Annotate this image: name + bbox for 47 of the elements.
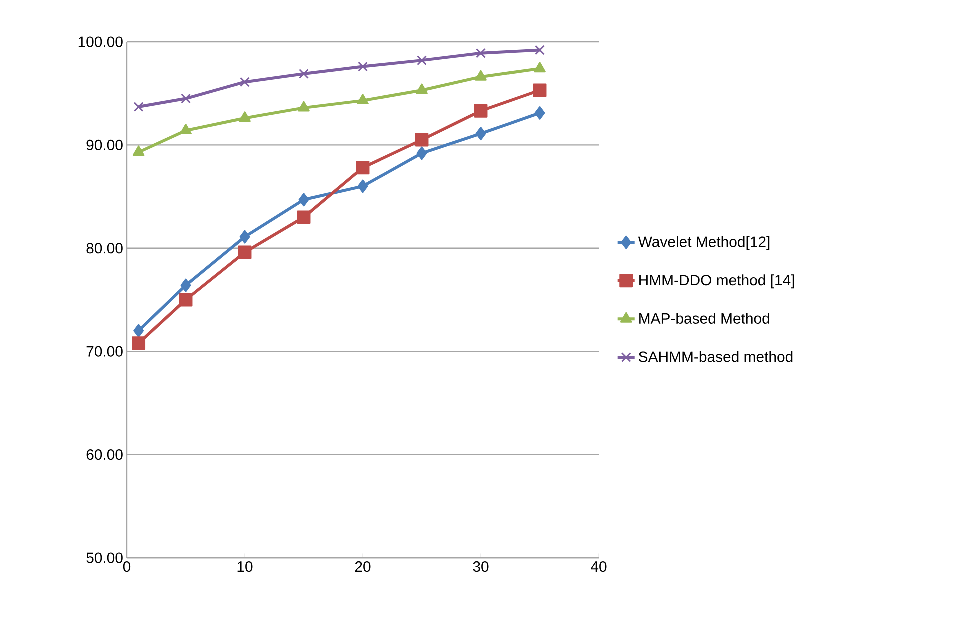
point [475,70,487,81]
point [134,324,144,338]
x-tick-label: 20 [355,562,371,572]
point [181,94,191,104]
point [299,69,309,79]
x-tick-label: 40 [591,562,607,572]
point [476,127,486,141]
point [416,84,428,94]
point [358,180,368,194]
point [297,210,311,224]
point [180,278,192,292]
point [238,246,252,260]
point [417,56,427,66]
y-tick-label: 50.00 [86,552,123,564]
legend-label: Wavelet Method[12] [638,236,770,250]
point [356,161,370,175]
point [132,336,146,350]
y-tick-label: 80.00 [86,243,123,254]
point [535,45,545,56]
y-tick-label: 60.00 [86,450,123,460]
point [134,102,144,112]
y-tick-label: 100.00 [78,36,123,48]
point [534,62,546,73]
point [474,104,488,118]
x-tick-label: 0 [123,562,131,572]
point [533,84,547,98]
point [298,101,310,112]
point [132,146,145,156]
point [240,230,250,244]
x-tick-label: 10 [238,562,253,572]
legend-label: HMM-DDO method [14] [640,274,794,289]
point [534,106,546,120]
point [239,112,251,122]
point [416,146,428,160]
legend-label: SAHMM-based method [639,351,793,362]
point [179,293,193,307]
point [358,62,368,72]
point [180,124,192,134]
x-tick-label: 30 [473,562,489,572]
point [357,94,369,105]
point [240,77,250,88]
point [476,48,486,58]
point [298,193,310,207]
y-tick-label: 70.00 [86,346,123,357]
point [415,133,429,147]
legend-label: MAP-based Method [640,312,770,324]
y-tick-label: 90.00 [86,140,123,150]
